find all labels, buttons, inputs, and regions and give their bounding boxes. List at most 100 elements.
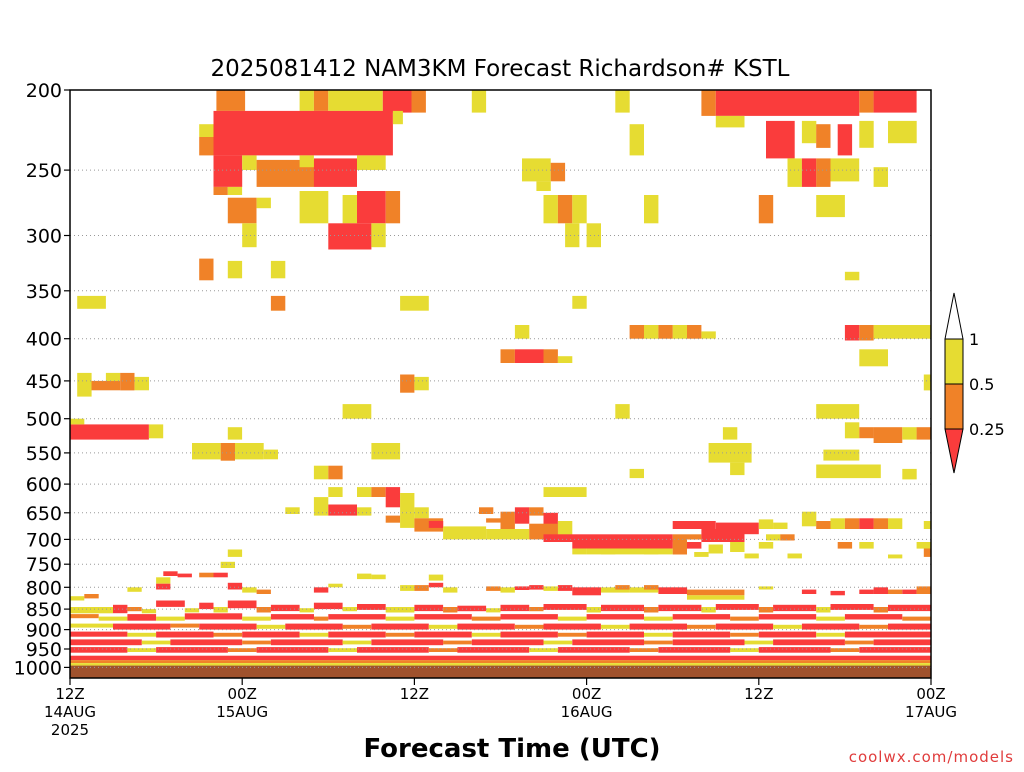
ri-cell [156,631,214,638]
ri-cell [471,616,501,621]
ri-cell [672,521,716,529]
ri-cell [270,604,300,612]
ri-cell [443,587,458,593]
ri-cell [342,607,357,612]
ri-cell [844,271,860,281]
ri-cell [730,616,759,621]
ri-cell [134,376,149,391]
ri-cell [766,120,795,159]
ri-cell [328,487,343,497]
ri-cell [514,507,530,524]
ri-cell [400,493,415,513]
ri-cell [701,607,716,613]
y-tick-label: 550 [26,443,62,465]
ri-cell [242,155,257,170]
ri-cell [629,648,659,652]
ri-cell [758,586,774,590]
ri-cell [156,600,185,607]
ri-cell [457,647,530,653]
ri-cell [342,640,372,645]
legend-label: 0.5 [969,375,994,394]
ri-cell [385,515,401,523]
ri-cell [658,587,688,594]
ri-cell [830,590,845,596]
ri-cell [328,631,386,638]
ri-cell [500,604,530,612]
y-tick-label: 800 [26,577,62,599]
ri-cell [357,507,372,516]
ri-cell [888,623,931,630]
ri-cell [270,260,286,279]
ri-cell [400,585,415,591]
ri-cell [916,427,931,440]
ri-cell [644,640,673,645]
legend-label: 1 [969,330,979,349]
credit-text: coolwx.com/models [849,748,1014,766]
ri-cell [873,587,888,594]
ri-cell [888,589,903,594]
ri-cell [758,647,831,653]
ri-cell [730,542,745,552]
ri-cell [486,518,501,523]
ri-cell [184,613,243,620]
ri-cell [557,616,587,621]
ri-cell [242,587,257,593]
ri-cell [70,660,931,663]
ri-cell [888,518,903,529]
ri-cell [586,548,673,555]
ri-cell [385,607,415,613]
ri-cell [70,424,149,440]
ri-cell [644,632,673,637]
ri-cell [514,624,544,629]
ri-cell [586,631,644,638]
ri-cell [357,573,372,580]
ri-cell [227,260,243,279]
ri-cell [457,623,515,630]
ri-cell [629,468,644,479]
ri-cell [557,356,573,363]
ri-cell [141,609,157,614]
ri-cell [443,607,458,613]
ri-cell [443,640,472,645]
ri-cell [213,186,228,195]
ri-cell [744,640,774,645]
x-tick-label: 00Z [916,685,945,703]
ri-cell [70,631,128,637]
ri-cell [572,295,587,309]
ri-cell [371,574,386,580]
ri-cell [414,614,472,620]
ri-cell [715,604,759,610]
ri-cell [586,614,644,620]
ri-cell [242,223,257,248]
ri-cell [148,424,164,439]
ri-cell [629,623,687,630]
ri-cell [328,90,383,111]
ri-cell [127,648,157,652]
ri-cell [844,325,860,341]
x-tick-label: 2025 [51,721,89,739]
legend-swatch [944,383,964,430]
ri-cell [328,583,343,588]
ri-cell [263,449,278,460]
ri-cell [299,191,329,224]
ri-cell [91,380,121,391]
ri-cell [285,507,300,514]
ri-cell [70,596,85,601]
ri-cell [213,155,243,187]
ri-cell [529,585,544,590]
ri-cell [902,616,931,621]
ri-cell [557,632,587,637]
ri-cell [816,195,845,218]
ri-cell [242,640,271,645]
ri-cell [902,427,917,440]
ri-cell [220,561,235,568]
legend-label: 0.25 [969,420,1005,439]
y-tick-label: 400 [26,329,62,351]
x-tick-label: 12Z [400,685,429,703]
ri-cell [371,443,401,460]
ri-cell [400,295,429,311]
ri-cell [479,507,494,514]
ri-cell [285,623,343,630]
ri-cell [873,167,888,187]
